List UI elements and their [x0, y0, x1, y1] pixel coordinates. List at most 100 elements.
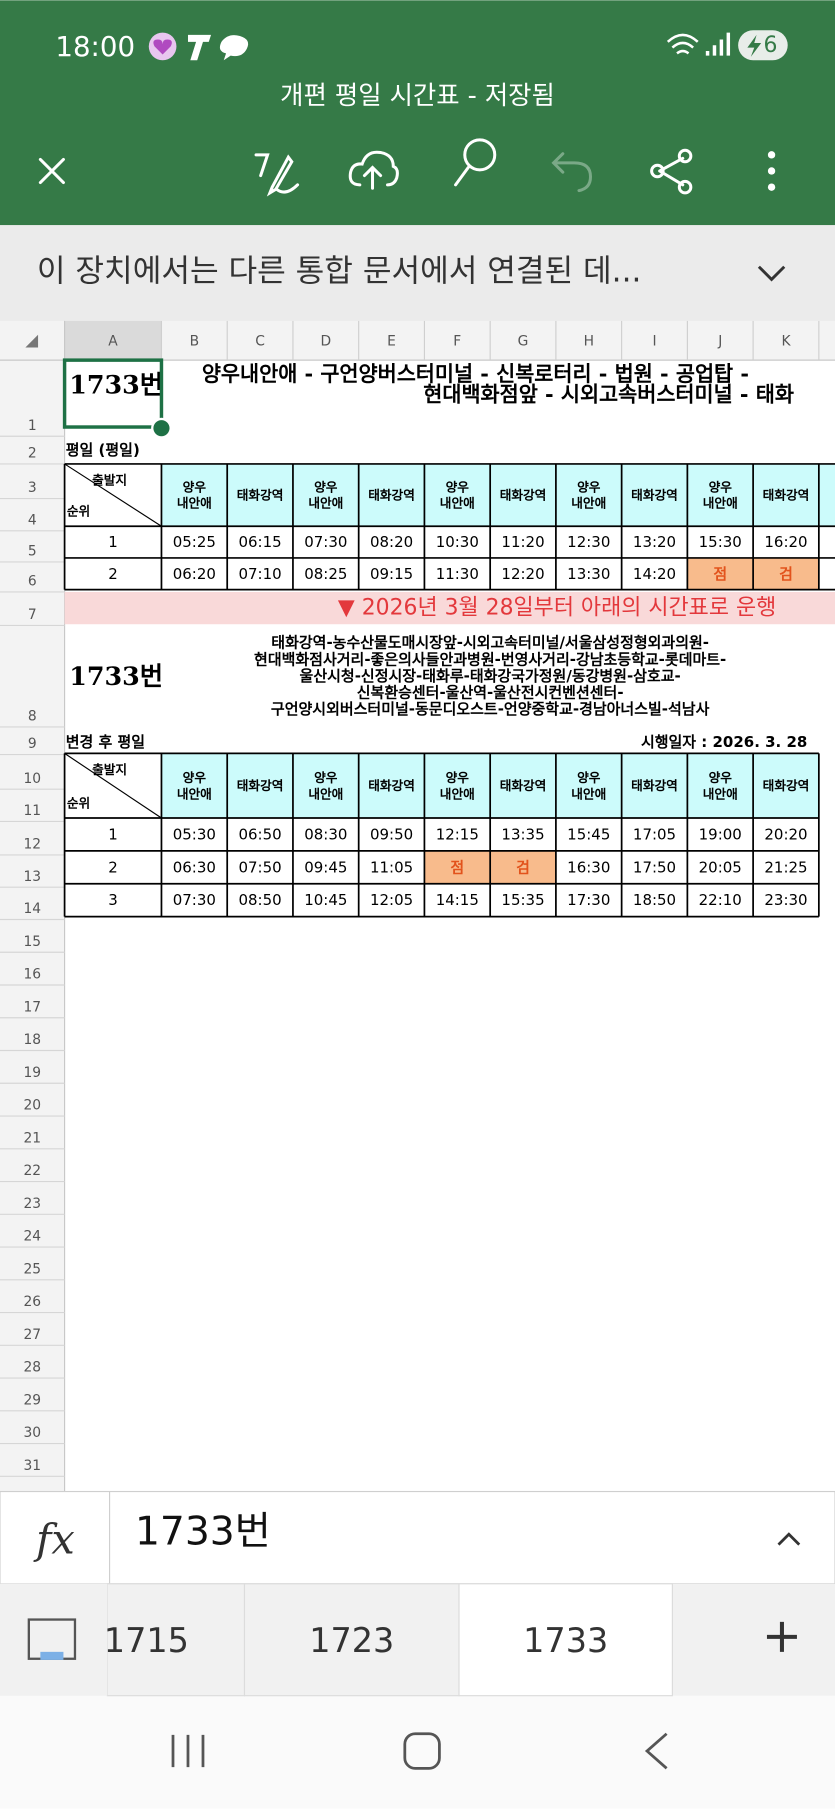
row-header: 29	[23, 1392, 41, 1408]
weekday-label: 평일 (평일)	[66, 441, 140, 459]
cell: 07:30	[304, 533, 347, 551]
row-header: 19	[23, 1065, 41, 1081]
row-header-bar	[0, 360, 65, 1492]
row-header: 14	[23, 901, 41, 917]
column-header: H	[584, 334, 594, 350]
column-header: C	[255, 334, 265, 350]
cell: 07:50	[238, 858, 281, 876]
cell: 2	[108, 565, 118, 583]
column-title: 태화강역	[500, 778, 547, 793]
row-header: 10	[23, 771, 41, 787]
selected-cell[interactable]	[62, 358, 164, 429]
column-title: 내안애	[571, 496, 606, 511]
column-title: 양우	[314, 480, 338, 495]
wifi-icon	[666, 33, 699, 55]
cell: 점	[713, 565, 727, 583]
undo-button	[551, 152, 592, 193]
dot	[767, 151, 776, 159]
row-header: 12	[23, 837, 41, 853]
formula-content[interactable]: 1733번	[135, 1509, 271, 1554]
column-header: J	[717, 334, 722, 350]
cell: 11:30	[436, 565, 479, 583]
cell: 11:05	[370, 858, 413, 876]
column-header: F	[453, 334, 461, 350]
column-title: 내안애	[703, 496, 738, 511]
notice-expand[interactable]	[757, 265, 786, 282]
row-header: 13	[23, 869, 41, 885]
route-line: 현대백화점앞 - 시외고속버스터미널 - 태화	[423, 383, 794, 407]
cell: 19:00	[699, 825, 742, 843]
column-title: 태화강역	[237, 488, 284, 503]
cell: 3	[108, 891, 118, 909]
column-title: 양우	[183, 480, 207, 495]
cell: 06:15	[238, 533, 281, 551]
cell: 09:45	[304, 858, 347, 876]
column-title: 내안애	[440, 496, 475, 511]
cell: 12:05	[370, 891, 413, 909]
cell: 09:15	[370, 565, 413, 583]
row-header: 30	[23, 1425, 41, 1441]
signal-icon	[705, 32, 731, 56]
column-title: 태화강역	[631, 488, 678, 503]
column-title: 양우	[709, 770, 733, 785]
column-title: 양우	[709, 480, 733, 495]
cell: 06:50	[238, 825, 281, 843]
share-button[interactable]	[650, 163, 665, 179]
row-header: 4	[28, 512, 37, 528]
route-description: 태화강역-농수산물도매시장앞-시외고속터미널/서울삼성정형외과의원-	[271, 634, 709, 652]
changed-label: 변경 후 평일	[66, 733, 145, 751]
home-button[interactable]	[403, 1732, 441, 1770]
corner-diagonal	[64, 463, 162, 527]
row-header: 24	[23, 1229, 41, 1245]
cell: 08:30	[304, 825, 347, 843]
sheet-tab[interactable]	[243, 1583, 460, 1697]
save-cloud-button[interactable]	[348, 150, 399, 190]
cell: 12:15	[436, 825, 479, 843]
row-header: 22	[23, 1163, 41, 1179]
draw-button[interactable]	[254, 153, 300, 197]
change-notice: ▼ 2026년 3월 28일부터 아래의 시간표로 운행	[338, 596, 776, 621]
notice-bar[interactable]	[0, 225, 835, 321]
toolbar-icons	[38, 138, 693, 197]
column-title: 양우	[577, 480, 601, 495]
row-header: 25	[23, 1261, 41, 1277]
dot	[767, 183, 776, 191]
cell: 13:30	[567, 565, 610, 583]
back-button[interactable]	[644, 1732, 668, 1770]
header-fill	[161, 463, 835, 527]
effective-date: 시행일자 : 2026. 3. 28	[641, 733, 807, 751]
formula-expand[interactable]	[777, 1532, 801, 1546]
recent-apps-button[interactable]	[171, 1734, 205, 1768]
cell: 20:20	[764, 825, 807, 843]
selection-handle[interactable]	[151, 417, 172, 439]
close-button[interactable]	[38, 157, 65, 185]
cell: 15:45	[567, 825, 610, 843]
cell: 13:20	[633, 533, 676, 551]
sheet-tab-label: 1733	[523, 1621, 608, 1660]
column-header: E	[387, 334, 396, 350]
sheet-tab[interactable]	[458, 1583, 673, 1697]
dot	[767, 167, 776, 175]
row-header: 27	[23, 1327, 41, 1343]
change-banner	[64, 591, 835, 625]
route-description: 현대백화점사거리-좋은의사들안과병원-번영사거리-강남초등학교-롯데마트-	[254, 650, 726, 668]
battery-level: 6	[763, 33, 777, 58]
cell: 15:30	[699, 533, 742, 551]
row-header: 11	[23, 803, 41, 819]
cell: 16:20	[764, 533, 807, 551]
cell: 15:35	[501, 891, 544, 909]
search-button[interactable]	[454, 138, 497, 187]
more-button[interactable]	[767, 151, 776, 191]
cell: 20:05	[699, 858, 742, 876]
cell: 07:10	[238, 565, 281, 583]
battery	[738, 30, 788, 61]
cell: 06:20	[173, 565, 216, 583]
add-sheet-button[interactable]	[766, 1621, 797, 1652]
cell: 14:20	[633, 565, 676, 583]
row-header: 7	[28, 607, 37, 623]
cell: 13:35	[501, 825, 544, 843]
corner-diagonal	[64, 752, 162, 819]
charging-icon	[747, 34, 762, 57]
sheet-list-button[interactable]	[0, 1583, 108, 1696]
highlighted-cell	[424, 850, 491, 884]
